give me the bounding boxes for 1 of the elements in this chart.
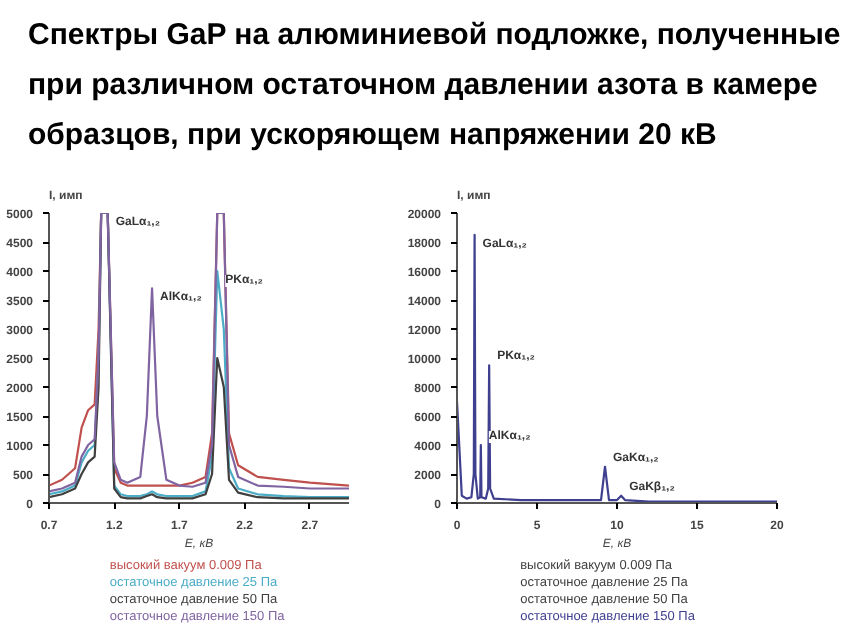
text: Спектры GaP на алюминиевой подложке, полученные при различном остаточном давлении азота в камере образцов, при ускоряющем напряжении 20 кВ (28, 16, 843, 156)
